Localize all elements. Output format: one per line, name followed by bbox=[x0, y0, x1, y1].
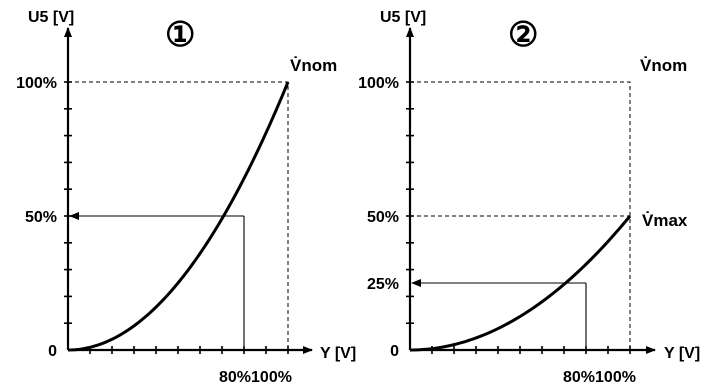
panel-1-characteristic-curve bbox=[67, 81, 290, 352]
panel-2-ylabel: U5 [V] bbox=[380, 9, 426, 26]
panel-2-y-tick-label: 25% bbox=[367, 276, 399, 293]
panel-1-ylabel: U5 [V] bbox=[28, 9, 74, 26]
panel-2-xtick-labels: 80%100% bbox=[563, 369, 636, 382]
panel-2-y-tick-label: 100% bbox=[358, 75, 399, 92]
panel-2-nominal-frame bbox=[410, 81, 631, 350]
panel-2-y-tick-label: 50% bbox=[367, 209, 399, 226]
panel-2-top-label: V̇nom bbox=[640, 56, 687, 75]
panel-1-y-tick-label: 50% bbox=[25, 209, 57, 226]
panel-2-badge: ② bbox=[508, 16, 538, 54]
panel-1-xlabel: Y [V] bbox=[320, 345, 356, 362]
panel-2-characteristic-curve bbox=[409, 215, 632, 352]
panel-2-y-tick-label: 0 bbox=[390, 343, 399, 360]
panel-1-badge: ① bbox=[165, 16, 195, 54]
panel-1-xtick-labels: 80%100% bbox=[219, 369, 292, 382]
panel-1-y-tick-label: 100% bbox=[16, 75, 57, 92]
panel-2: U5 [V] ② V̇nom V̇max Y [V] 80%100% 0 25% 5… bbox=[358, 9, 700, 382]
panel-2-xlabel: Y [V] bbox=[664, 345, 700, 362]
panel-1: U5 [V] ① V̇nom Y [V] 80%100% 0 50% 100% bbox=[16, 9, 356, 382]
panel-1-top-label: V̇nom bbox=[290, 56, 337, 75]
panel-2-side-label: V̇max bbox=[642, 211, 688, 230]
panel-1-y-tick-label: 0 bbox=[48, 343, 57, 360]
